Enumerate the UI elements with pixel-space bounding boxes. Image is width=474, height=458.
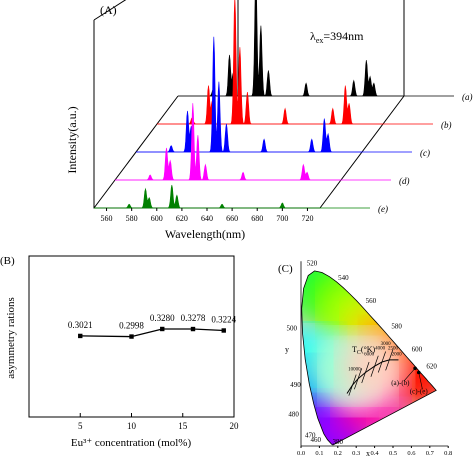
chromaticity-points: (a)-(b)(c)-(e) [391, 366, 429, 396]
isotherm-line [348, 374, 357, 396]
panel-b-y-axis-title: asymmetry rations [5, 297, 17, 379]
spectral-locus [301, 270, 437, 446]
isotherm-line [361, 361, 370, 384]
series-label-1: (b) [441, 120, 452, 130]
cct-value-label: 3000 [381, 342, 392, 347]
spectrum-2 [136, 36, 362, 153]
panel-a-x-axis-title: Wavelength(nm) [165, 227, 245, 241]
wavelength-label: 540 [338, 274, 349, 282]
point-leader-line [403, 368, 416, 382]
wavelength-label: 380 [333, 438, 344, 446]
x-tick-label: 15 [178, 421, 188, 431]
panel-c-x-axis-title: x [366, 449, 370, 458]
data-label: 0.2998 [119, 321, 144, 331]
series-label-3: (d) [399, 176, 410, 186]
data-point [221, 328, 226, 333]
panel-a-waterfall-chart: (A) (a)(b)(c)(d)(e) 560 580 600 620 640 660 68… [65, 0, 473, 241]
spectrum-0 [178, 0, 404, 97]
x-tick-label: 0.4 [371, 450, 380, 457]
wavelength-label: 460 [310, 436, 321, 444]
isotherm-line [385, 349, 394, 371]
x-tick-label: 0.1 [315, 450, 323, 457]
x-tick-label: 700 [276, 214, 288, 223]
x-tick-label: 560 [101, 214, 113, 223]
spectrum-4 [94, 184, 320, 209]
x-tick-label: 0.7 [426, 450, 435, 457]
data-label: 0.3224 [211, 314, 236, 324]
data-label: 0.3021 [68, 320, 93, 330]
excitation-annotation: λex=394nm [310, 29, 364, 45]
panel-c-axes: 0.0 0.1 0.2 0.3 0.4 0.5 0.6 0.7 0.8 [297, 261, 452, 457]
cct-value-label: 4000 [375, 346, 386, 351]
x-tick-label: 0.0 [297, 450, 305, 457]
series-label-0: (a) [462, 92, 473, 102]
series-label-2: (c) [420, 148, 430, 158]
wavelength-label: 580 [391, 322, 402, 330]
series-line [80, 328, 224, 338]
x-tick-label: 20 [230, 421, 240, 431]
wavelength-label: 500 [287, 325, 298, 333]
isotherm-line [370, 355, 379, 377]
point-label: (a)-(b) [391, 379, 410, 387]
x-tick-label: 680 [251, 214, 263, 223]
cct-value-label: 6000 [364, 353, 375, 358]
x-tick-label: 620 [176, 214, 188, 223]
panel-b-series: 0.3021 0.2998 0.3280 0.3278 0.3224 [68, 313, 237, 339]
x-tick-label: 660 [226, 214, 238, 223]
spectrum-1 [157, 0, 383, 125]
wavelength-label: 490 [290, 381, 301, 389]
x-tick-label: 0.5 [389, 450, 397, 457]
wavelength-label: 560 [366, 297, 377, 305]
data-point [190, 326, 196, 332]
panel-c-label: (C) [278, 263, 293, 275]
cct-value-label: 10000 [348, 367, 361, 372]
point-label: (c)-(e) [410, 388, 429, 396]
x-tick-label: 0.6 [407, 450, 416, 457]
wavelength-label: 470 [305, 432, 316, 440]
x-tick-label: 600 [151, 214, 163, 223]
panel-a-x-ticks: 560 580 600 620 640 660 680 700 720 [101, 208, 313, 223]
wavelength-label: 620 [426, 362, 437, 370]
series-label-4: (e) [378, 204, 388, 214]
x-tick-label: 5 [78, 421, 83, 431]
wavelength-label: 480 [288, 411, 299, 419]
data-label: 0.3280 [150, 313, 175, 323]
isotherm-line [354, 368, 363, 390]
x-tick-label: 0.8 [444, 450, 452, 457]
isotherm-line [377, 351, 386, 373]
x-tick-label: 720 [301, 214, 313, 223]
panel-b-x-axis-title: Eu³⁺ concentration (mol%) [71, 437, 192, 449]
planckian-curve [346, 359, 399, 394]
data-point [129, 334, 134, 339]
x-tick-label: 10 [127, 421, 137, 431]
panel-b-x-ticks: 5 10 15 20 [78, 413, 239, 431]
panel-a-series-group: (a) (b) (c) (d) (e) [94, 0, 473, 214]
x-tick-label: 580 [126, 214, 138, 223]
panel-c-cie-diagram: (C) 0.0 0.1 0.2 0.3 0.4 0.5 0.6 0.7 0.8 520 540 56… [278, 259, 452, 458]
back-wall-right [403, 0, 405, 96]
cct-value-label: 2500 [388, 346, 399, 351]
x-tick-label: 0.3 [352, 450, 360, 457]
panel-b-label: (B) [0, 255, 15, 267]
back-wall [93, 0, 239, 96]
panel-a-y-axis-title: Intensity(a.u.) [65, 106, 79, 173]
point-leader-line [418, 372, 423, 390]
cct-label: TC(°K) [352, 345, 376, 356]
wavelength-label: 520 [307, 259, 318, 267]
data-point [160, 326, 165, 332]
panel-b-line-chart: (B) 5 10 15 20 0.3021 0.2998 0.3280 0.3278 0.32… [0, 255, 239, 449]
wavelength-label: 600 [412, 346, 423, 354]
x-tick-label: 640 [201, 214, 213, 223]
panel-c-y-axis-title: y [285, 345, 289, 354]
data-point [78, 333, 83, 339]
x-tick-label: 0.2 [334, 450, 342, 457]
cct-value-label: 2000 [392, 353, 403, 358]
data-label: 0.3278 [181, 313, 206, 323]
